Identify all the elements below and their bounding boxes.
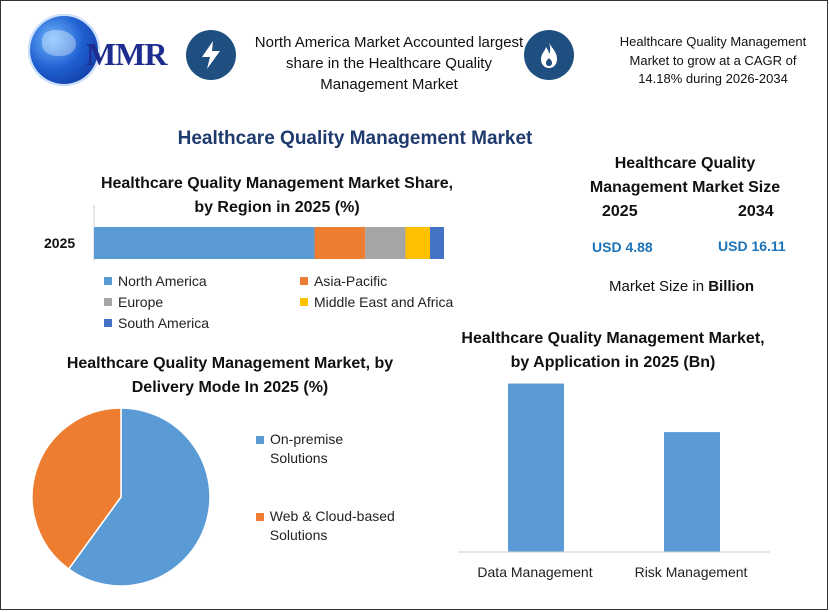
legend-item-asia-pacific: Asia-Pacific xyxy=(300,270,387,291)
page-title: Healthcare Quality Management Market xyxy=(177,128,533,149)
legend-item-europe: Europe xyxy=(104,291,300,312)
lightning-bolt-icon xyxy=(186,30,236,80)
legend-swatch xyxy=(300,276,308,285)
region-stacked-bar-chart: 2025 xyxy=(44,205,444,261)
north-america-blurb: North America Market Accounted largest s… xyxy=(254,34,524,93)
region-legend: North America Asia-Pacific Europe Middle… xyxy=(104,270,474,333)
pie-slice-on-premise-solutions xyxy=(67,407,211,587)
application-bar-data-management xyxy=(508,383,564,552)
logo-text: MMR xyxy=(86,36,168,72)
pie-legend: On-premise Solutions Web & Cloud-based S… xyxy=(256,430,406,545)
region-bar-segment-north-america xyxy=(94,227,315,259)
application-bar-chart xyxy=(458,383,770,553)
legend-item-north-america: North America xyxy=(104,270,300,291)
delivery-mode-chart-title: Healthcare Quality Management Market, by… xyxy=(66,355,394,396)
application-chart-title: Healthcare Quality Management Market, by… xyxy=(461,330,765,371)
market-size-value-2025: USD 4.88 xyxy=(592,239,653,255)
delivery-mode-pie-chart xyxy=(31,407,211,587)
market-size-value-2034: USD 16.11 xyxy=(718,238,786,254)
cagr-blurb: Healthcare Quality Management Market to … xyxy=(619,34,807,86)
category-label-risk-management: Risk Management xyxy=(634,564,748,580)
market-size-unit-note: Market Size in Billion xyxy=(609,278,754,295)
legend-item-web-cloud: Web & Cloud-based Solutions xyxy=(256,507,406,545)
flame-icon xyxy=(524,30,574,80)
market-size-title: Healthcare Quality Management Market Siz… xyxy=(589,155,781,196)
application-bar-risk-management xyxy=(664,432,720,552)
legend-swatch xyxy=(256,436,264,444)
region-bar-segment-south-america xyxy=(430,227,444,259)
region-bar-segment-europe xyxy=(365,227,406,259)
pie-slice-web-cloud-based-solutions xyxy=(31,407,122,571)
legend-swatch xyxy=(104,297,112,306)
region-chart-title: Healthcare Quality Management Market Sha… xyxy=(100,175,454,216)
region-category-label: 2025 xyxy=(44,235,75,251)
market-size-year-2034: 2034 xyxy=(738,203,774,220)
legend-swatch xyxy=(104,276,112,285)
legend-swatch xyxy=(104,318,112,327)
region-bar-segment-middle-east-and-africa xyxy=(405,227,430,259)
legend-item-mea: Middle East and Africa xyxy=(300,291,453,312)
legend-swatch xyxy=(256,513,264,521)
legend-item-south-america: South America xyxy=(104,312,209,333)
globe-logo-icon xyxy=(28,14,100,86)
market-size-year-2025: 2025 xyxy=(602,203,638,220)
unit-note-prefix: Market Size in xyxy=(609,278,709,295)
unit-note-bold: Billion xyxy=(708,278,755,295)
legend-item-on-premise: On-premise Solutions xyxy=(256,430,406,468)
legend-swatch xyxy=(300,297,308,306)
region-bar-segment-asia-pacific xyxy=(314,227,366,259)
category-label-data-management: Data Management xyxy=(477,564,593,580)
